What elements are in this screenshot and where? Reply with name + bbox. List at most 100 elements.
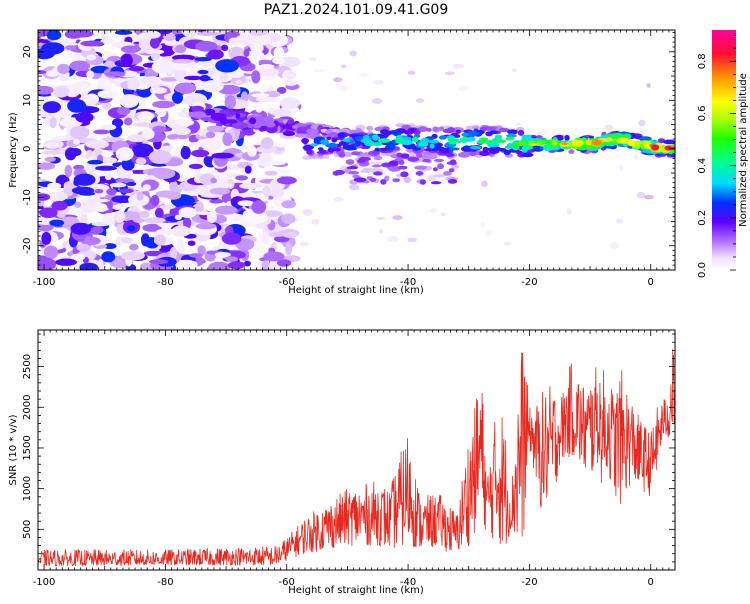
ridge-cell bbox=[480, 138, 486, 144]
ridge-cell bbox=[530, 145, 543, 152]
noise-cell bbox=[214, 252, 231, 258]
noise-cell bbox=[235, 34, 259, 46]
ridge-cell bbox=[443, 171, 452, 176]
ridge-cell bbox=[576, 142, 583, 147]
snr-x-ticks: -100 -80 -60 -40 -20 0 bbox=[33, 330, 676, 588]
noise-cell bbox=[139, 262, 152, 270]
noise-cell bbox=[101, 212, 117, 226]
ridge-cell bbox=[450, 147, 460, 151]
ridge-cell bbox=[433, 146, 445, 150]
branch-cell bbox=[292, 124, 299, 129]
ridge-cell bbox=[432, 167, 438, 172]
ridge-cell bbox=[403, 176, 412, 183]
noise-cell bbox=[97, 89, 117, 99]
noise-cell bbox=[244, 165, 252, 174]
noise-cell bbox=[142, 184, 151, 191]
noise-cell bbox=[171, 225, 191, 237]
noise-cell bbox=[38, 257, 57, 270]
x-tick-label: 0 bbox=[648, 277, 654, 288]
noise-cell bbox=[264, 170, 278, 176]
noise-cell bbox=[70, 253, 86, 261]
noise-cell bbox=[271, 108, 292, 117]
noise-cell bbox=[207, 49, 224, 60]
noise-cell bbox=[109, 182, 127, 188]
ridge-cell bbox=[488, 149, 500, 154]
noise-cell bbox=[104, 172, 112, 181]
noise-cell bbox=[47, 182, 62, 189]
ridge-cell bbox=[414, 165, 427, 170]
noise-cell bbox=[619, 164, 624, 172]
ridge-cell bbox=[327, 147, 335, 153]
ridge-cell bbox=[506, 134, 517, 138]
ridge-cell bbox=[430, 181, 442, 185]
noise-cell bbox=[163, 33, 176, 41]
ridge-cell bbox=[450, 164, 460, 169]
noise-cell bbox=[566, 208, 572, 215]
noise-cell bbox=[178, 207, 197, 218]
noise-cell bbox=[70, 222, 92, 235]
noise-cell bbox=[175, 259, 198, 270]
ridge-cell bbox=[417, 141, 429, 147]
noise-cell bbox=[174, 214, 182, 220]
noise-cell bbox=[188, 142, 204, 148]
noise-cell bbox=[429, 207, 438, 214]
ridge-cell bbox=[664, 145, 673, 151]
ridge-cell bbox=[345, 159, 355, 165]
noise-cell bbox=[440, 212, 446, 217]
noise-cell bbox=[181, 30, 199, 37]
ridge-cell bbox=[605, 137, 613, 142]
noise-cell bbox=[115, 147, 134, 161]
noise-cell bbox=[208, 261, 231, 270]
ridge-cell bbox=[585, 139, 593, 146]
branch-cell bbox=[224, 119, 238, 124]
ridge-cell bbox=[346, 166, 358, 170]
ridge-cell bbox=[591, 139, 603, 146]
noise-cell bbox=[209, 198, 224, 204]
noise-cell bbox=[148, 259, 169, 265]
noise-cell bbox=[114, 30, 133, 35]
noise-cell bbox=[127, 77, 140, 91]
ridge-cell bbox=[536, 142, 543, 145]
noise-cell bbox=[604, 124, 613, 131]
noise-cell bbox=[113, 210, 126, 223]
noise-cell bbox=[637, 191, 646, 199]
noise-cell bbox=[43, 245, 59, 260]
ridge-cell bbox=[564, 134, 570, 141]
ridge-cell bbox=[331, 137, 338, 143]
ridge-cell bbox=[306, 149, 313, 155]
ridge-cell bbox=[353, 177, 367, 183]
noise-cell bbox=[123, 117, 133, 126]
noise-cell bbox=[281, 213, 296, 224]
noise-cell bbox=[149, 37, 160, 49]
noise-cell bbox=[283, 79, 298, 86]
ridge-cell bbox=[397, 165, 408, 170]
noise-cell bbox=[128, 66, 145, 72]
noise-cell bbox=[241, 191, 255, 197]
noise-cell bbox=[254, 101, 264, 113]
noise-cell bbox=[71, 186, 95, 195]
ridge-cell bbox=[392, 178, 401, 183]
noise-cell bbox=[211, 152, 235, 159]
noise-cell bbox=[75, 111, 94, 123]
spectrogram-cells bbox=[38, 30, 675, 270]
ridge-cell bbox=[421, 154, 427, 160]
noise-cell bbox=[41, 231, 52, 245]
noise-cell bbox=[121, 251, 145, 261]
noise-cell bbox=[160, 77, 180, 82]
noise-cell bbox=[93, 129, 110, 135]
noise-cell bbox=[452, 63, 464, 69]
noise-cell bbox=[106, 188, 117, 196]
ridge-cell bbox=[498, 127, 510, 133]
noise-cell bbox=[174, 44, 187, 54]
ridge-cell bbox=[515, 141, 528, 147]
noise-cell bbox=[198, 61, 217, 67]
figure-title: PAZ1.2024.101.09.41.G09 bbox=[264, 2, 449, 18]
noise-cell bbox=[51, 200, 68, 211]
noise-cell bbox=[159, 204, 176, 210]
noise-cell bbox=[154, 234, 167, 246]
noise-cell bbox=[263, 251, 285, 262]
noise-cell bbox=[42, 101, 62, 114]
ridge-cell bbox=[507, 129, 518, 135]
noise-cell bbox=[387, 235, 399, 243]
noise-cell bbox=[102, 101, 112, 110]
